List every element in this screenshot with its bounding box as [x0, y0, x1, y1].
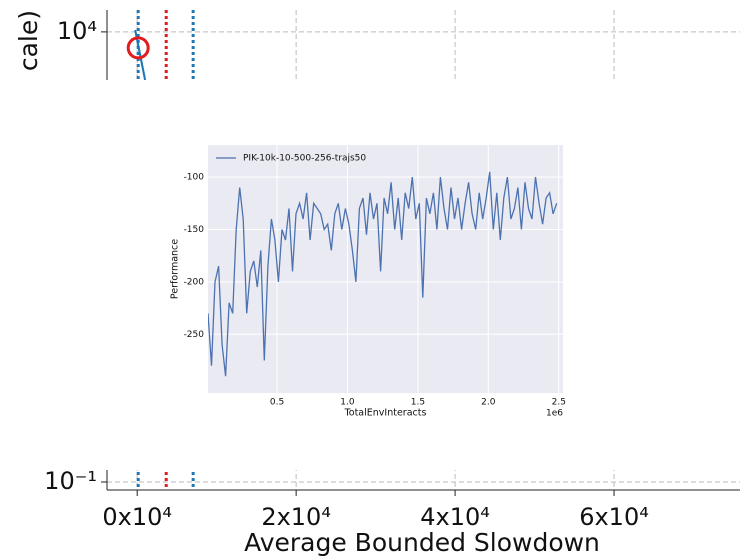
y-tick-label: -100 [184, 173, 205, 183]
y-tick-label: -150 [184, 225, 205, 235]
y-tick-label: 10⁻¹ [44, 467, 97, 495]
x-tick-label: 2x10⁴ [261, 503, 331, 531]
x-tick-label: 0x10⁴ [102, 503, 172, 531]
y-axis-label: Performance [170, 239, 181, 299]
x-tick-label: 1.0 [340, 398, 355, 408]
highlight-circle [126, 36, 150, 60]
x-tick-label: 6x10⁴ [579, 503, 649, 531]
y-tick-label: 10⁴ [57, 17, 97, 45]
x-tick-label: 2.0 [481, 398, 496, 408]
x-tick-label: 1.5 [411, 398, 425, 408]
offset-label: 1e6 [546, 409, 563, 419]
data-line [208, 171, 558, 377]
x-tick-label: 4x10⁴ [420, 503, 490, 531]
x-axis-label: Average Bounded Slowdown [244, 528, 600, 557]
x-tick-label: 2.5 [552, 398, 566, 408]
y-axis-label: cale) [14, 10, 43, 71]
x-axis-label: TotalEnvInteracts [344, 408, 427, 419]
y-tick-label: -200 [184, 277, 205, 287]
y-tick-label: -250 [184, 330, 205, 340]
legend-label: PIK-10k-10-500-256-trajs50 [243, 154, 366, 164]
x-tick-label: 0.5 [270, 398, 284, 408]
